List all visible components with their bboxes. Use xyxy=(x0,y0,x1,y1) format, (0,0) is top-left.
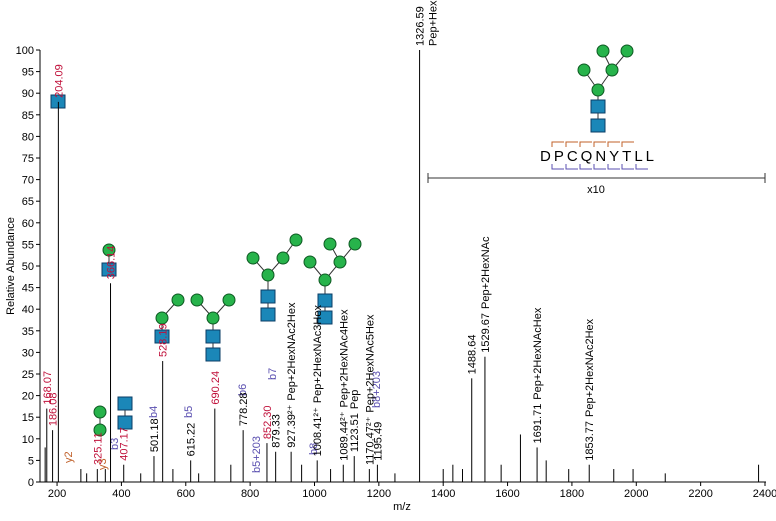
x-tick-label: 1600 xyxy=(495,488,519,500)
peak-note: Pep+HexNAc xyxy=(428,0,440,46)
x-tick-label: 1000 xyxy=(302,488,326,500)
ion-label: b7 xyxy=(267,368,279,380)
peak-label: 1488.64 xyxy=(467,335,479,375)
x-tick-label: 200 xyxy=(48,488,66,500)
ion-label: b4 xyxy=(148,406,160,418)
peak-label: 927.39²⁺ xyxy=(286,404,298,447)
y-tick-label: 30 xyxy=(22,347,34,359)
ion-label: b8 xyxy=(308,443,320,455)
x-tick-label: 800 xyxy=(241,488,259,500)
peak-label: 1089.44²⁺ xyxy=(338,411,350,460)
y-axis-label: Relative Abundance xyxy=(5,217,17,315)
peak-label: 325.11 xyxy=(92,432,104,465)
peak-label: 407.17 xyxy=(119,427,131,461)
x-tick-label: 600 xyxy=(177,488,195,500)
ion-label: y3 xyxy=(97,458,109,470)
peak-note: Pep+2HexNAc2Hex xyxy=(286,302,298,401)
ion-label: y2 xyxy=(63,451,75,463)
peak-label: 879.33 xyxy=(271,414,283,448)
y-tick-label: 55 xyxy=(22,239,34,251)
peak-label: 1170.47²⁺ xyxy=(364,416,376,465)
zoom-label: x10 xyxy=(587,184,605,196)
ion-labels: y2 y3 b3 b4 b5 b6 b7 b8 b5+203 b8+203 xyxy=(63,368,383,473)
ion-label: b6 xyxy=(237,384,249,396)
y-tick-label: 25 xyxy=(22,369,34,381)
peak-label: 1123.51 xyxy=(349,413,361,452)
fragment-brackets xyxy=(551,141,648,170)
y-tick-label: 65 xyxy=(22,196,34,208)
ion-label: b3 xyxy=(109,438,121,450)
y-tick-label: 100 xyxy=(16,45,34,57)
x-tick-label: 2000 xyxy=(624,488,648,500)
peak-label: 1008.41²⁺ xyxy=(312,407,324,456)
x-tick-label: 2400 xyxy=(753,488,776,500)
peak-label: 168.07 xyxy=(42,371,54,405)
peak-label: 204.09 xyxy=(53,64,65,98)
peak-note: Pep+2HexNAcHex xyxy=(532,307,544,400)
peak-label: 852.30 xyxy=(262,405,274,439)
peak-note: Pep+2HexNAc2Hex xyxy=(584,318,596,417)
peak-label: 778.28 xyxy=(238,393,250,427)
peak-label: 528.19 xyxy=(158,323,170,357)
peak-label: 501.18 xyxy=(149,418,161,452)
zoom-bracket xyxy=(427,173,766,183)
y-tick-label: 90 xyxy=(22,88,34,100)
x-tick-label: 400 xyxy=(112,488,130,500)
peak-label: 1853.77 xyxy=(584,421,596,461)
peak-label: 1326.59 xyxy=(415,6,427,46)
peak-label: 366.14 xyxy=(106,246,118,280)
x-tick-label: 1200 xyxy=(367,488,391,500)
peak-note: Pep xyxy=(349,390,361,410)
x-tick-label: 2200 xyxy=(688,488,712,500)
y-tick-label: 95 xyxy=(22,67,34,79)
peak-note: Pep+2HexNAc5Hex xyxy=(364,314,376,413)
y-tick-label: 75 xyxy=(22,153,34,165)
peak-label: 615.22 xyxy=(186,423,198,457)
peak-label: 1195.49 xyxy=(372,422,384,461)
ion-label: b5 xyxy=(183,406,195,418)
x-tick-label: 1400 xyxy=(431,488,455,500)
y-tick-label: 80 xyxy=(22,131,34,143)
glycan-structures xyxy=(50,44,634,437)
ion-label: b8+203 xyxy=(371,371,383,408)
y-tick-label: 20 xyxy=(22,391,34,403)
y-tick-label: 45 xyxy=(22,283,34,295)
x-tick-label: 1800 xyxy=(560,488,584,500)
peak-label: 690.24 xyxy=(210,371,222,405)
y-tick-label: 50 xyxy=(22,261,34,273)
y-tick-label: 10 xyxy=(22,434,34,446)
x-axis-label: m/z xyxy=(393,501,411,513)
peak-note: Pep+2HexNAc4Hex xyxy=(338,309,350,408)
y-tick-label: 60 xyxy=(22,218,34,230)
y-tick-label: 35 xyxy=(22,326,34,338)
y-tick-label: 40 xyxy=(22,304,34,316)
ion-label: b5+203 xyxy=(251,436,263,473)
peak-label: 1529.67 xyxy=(480,313,492,353)
y-tick-label: 70 xyxy=(22,175,34,187)
y-tick-label: 5 xyxy=(28,455,34,467)
peak-label: 186.08 xyxy=(48,393,60,427)
peak-note: Pep+2HexNAc3Hex xyxy=(312,305,324,404)
peak-note: Pep+2HexNAc xyxy=(480,236,492,309)
y-tick-label: 15 xyxy=(22,412,34,424)
peak-label: 1691.71 xyxy=(532,404,544,444)
y-tick-label: 85 xyxy=(22,110,34,122)
y-tick-label: 0 xyxy=(28,477,34,489)
peptide: DPCQNYTLL xyxy=(540,148,657,165)
